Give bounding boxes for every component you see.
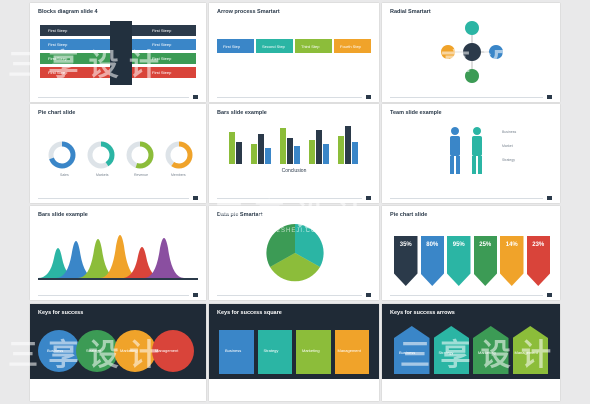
team-figures [450,127,482,174]
pie-diagram [266,224,324,282]
slide-title: Pie chart slide [38,110,76,116]
step-label: Third Step [301,44,320,49]
success-squares: Business Strategy Marketing Management [219,330,369,374]
arrow-label: First Steep [48,42,68,47]
slide-thumbnail-9[interactable]: Pie chart slide 35% 80% 95% 25% 14% 23% [382,206,560,300]
slide-footer [38,293,198,297]
arrow-label: First Steep [48,70,68,75]
percent-arrows: 35% 80% 95% 25% 14% 23% [394,236,550,286]
slide-title: Bars slide example [38,212,88,218]
slide-footer [390,293,552,297]
team-label: Strategy [502,158,516,162]
slide-title: Blocks diagram slide 4 [38,9,98,15]
donut-label: Sales [60,173,69,177]
donut-label: Revenue [134,173,149,177]
team-label: Business [502,130,517,134]
arrow-label: Business [399,350,416,355]
donut-label: Markets [96,173,109,177]
slide-thumbnail-11[interactable]: Keys for success square Business Strateg… [209,304,379,401]
slide-title: Keys for success arrows [390,310,455,316]
slide-title: Keys for success square [217,310,282,316]
arrow-label: Marketing [478,350,496,355]
bell-curve-chart [38,235,198,280]
slide-title: Radial Smartart [390,9,431,15]
bar-chart [229,126,358,164]
slide-thumbnail-7[interactable]: Bars slide example [30,206,206,300]
percent-value: 25% [479,242,492,248]
arrow-label: First Steep [152,42,172,47]
team-label: Market [502,144,513,148]
arrow-block-diagram: First Steep First Steep First Steep Firs… [40,21,196,85]
percent-value: 35% [399,242,412,248]
arrow-label: First Steep [152,70,172,75]
slide-thumbnail-5[interactable]: Bars slide example Conclusion [209,104,379,203]
success-circles: Business Strategy Marketing Management [38,330,202,374]
slide-footer [217,293,371,297]
arrow-process: First Step Second Step Third Step Fourth… [217,39,371,53]
arrow-label: First Steep [152,56,172,61]
slide-footer [217,95,371,99]
step-label: First Step [223,44,241,49]
square-label: Marketing [302,348,320,353]
circle-label: Strategy [86,348,101,353]
arrow-label: First Steep [152,28,172,33]
square-label: Strategy [263,348,279,353]
slide-thumbnail-1[interactable]: Blocks diagram slide 4 First Steep First… [30,3,206,102]
slide-thumbnail-4[interactable]: Pie chart slide Sales Markets Revenue Me… [30,104,206,203]
percent-value: 80% [426,242,439,248]
slide-thumbnail-2[interactable]: Arrow process Smartart First Step Second… [209,3,379,102]
donut-charts [48,141,193,169]
slide-title: Data pie Smartart [217,212,263,218]
arrow-label: Management [514,350,538,355]
circle-label: Management [155,348,179,353]
circle-label: Business [47,348,64,353]
square-label: Business [225,348,242,353]
step-label: Fourth Step [340,44,361,49]
slide-footer [38,95,198,99]
watermark-url: WWW.52SHEJI.CC [40,88,107,94]
circle-label: Marketing [120,348,138,353]
slide-title: Keys for success [38,310,84,316]
slide-thumbnail-12[interactable]: Keys for success arrows Business Strateg… [382,304,560,401]
slide-thumbnail-10[interactable]: Keys for success Business Strategy Marke… [30,304,206,401]
step-label: Second Step [262,44,285,49]
slide-title: Bars slide example [217,110,267,116]
square-label: Management [337,348,361,353]
arrow-label: First Steep [48,28,68,33]
slide-thumbnail-3[interactable]: Radial Smartart [382,3,560,102]
slide-thumbnail-6[interactable]: Team slide example Business Market Strat… [382,104,560,203]
slide-title: Pie chart slide [390,212,428,218]
slide-thumbnail-8[interactable]: Data pie Smartart [209,206,379,300]
slide-footer [390,95,552,99]
arrow-label: First Steep [48,56,68,61]
slide-title: Team slide example [390,110,442,116]
radial-diagram [441,21,503,83]
watermark-url: WWW.52SHEJI.CC [250,228,317,234]
donut-label: Members [171,173,186,177]
slide-title: Arrow process Smartart [217,9,280,15]
slide-footer [217,196,371,200]
slide-footer [38,196,198,200]
slide-footer [390,196,552,200]
percent-value: 14% [505,242,518,248]
arrow-label: Strategy [438,350,454,355]
success-arrows: Business Strategy Marketing Management [394,326,548,374]
percent-value: 95% [452,242,465,248]
percent-value: 23% [532,242,545,248]
chart-caption: Conclusion [281,168,307,174]
